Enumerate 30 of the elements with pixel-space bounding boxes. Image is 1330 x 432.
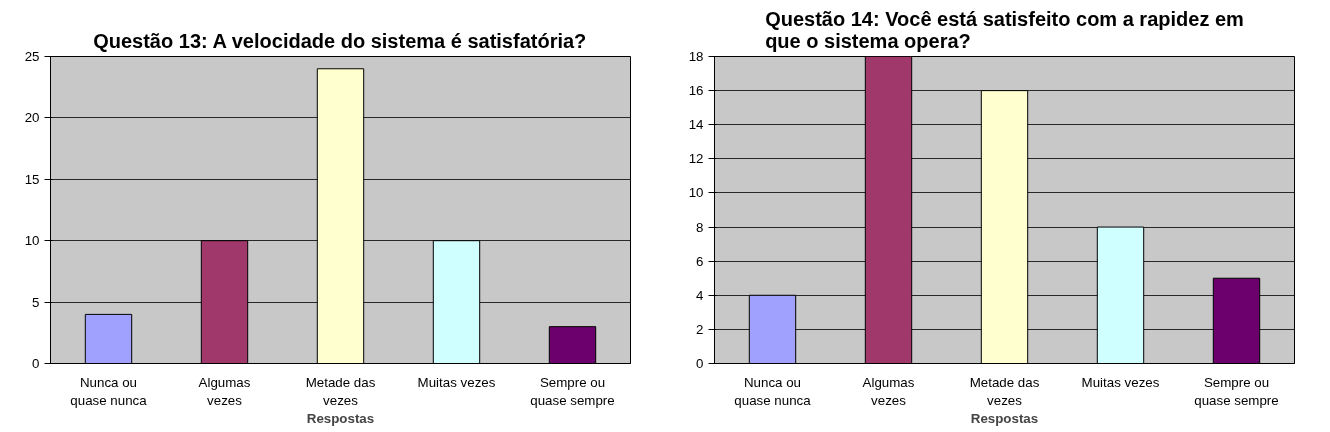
x-tick-label: Sempre ou quase sempre [530,374,615,408]
y-tick-label: 0 [696,356,704,371]
chart-title: Questão 13: A velocidade do sistema é satisfatória? [93,29,587,52]
x-tick-label: Muitas vezes [417,374,496,390]
y-tick-label: 10 [24,233,40,249]
y-tick-label: 6 [696,253,704,269]
y-tick-label: 20 [24,110,40,126]
y-tick-label: 18 [688,49,704,64]
y-tick-label: 14 [688,117,705,133]
y-tick-label: 0 [32,356,40,371]
x-axis-title: Respostas [970,410,1039,426]
x-tick-label: Algumas vezes [198,374,251,408]
x-tick-label: Muitas vezes [1081,374,1160,390]
x-tick-label: Sempre ou quase sempre [1194,374,1279,408]
x-tick-label: Nunca ou quase nunca [734,374,812,408]
y-tick-label: 2 [696,321,704,337]
x-tick-label: Algumas vezes [862,374,915,408]
x-tick-label: Metade das vezes [969,374,1040,408]
y-tick-label: 4 [696,287,705,303]
y-tick-label: 15 [24,171,40,187]
x-tick-label: Nunca ou quase nunca [70,374,148,408]
chart-title: Questão 14: Você está satisfeito com a rapidez em que o sistema opera? [765,7,1244,52]
y-tick-label: 8 [696,219,704,235]
y-tick-label: 10 [688,185,704,201]
y-tick-label: 25 [24,49,40,64]
y-tick-label: 5 [32,294,40,310]
y-tick-label: 12 [688,151,704,167]
x-tick-label: Metade das vezes [305,374,376,408]
y-tick-label: 16 [688,83,704,99]
x-axis-title: Respostas [306,410,375,426]
